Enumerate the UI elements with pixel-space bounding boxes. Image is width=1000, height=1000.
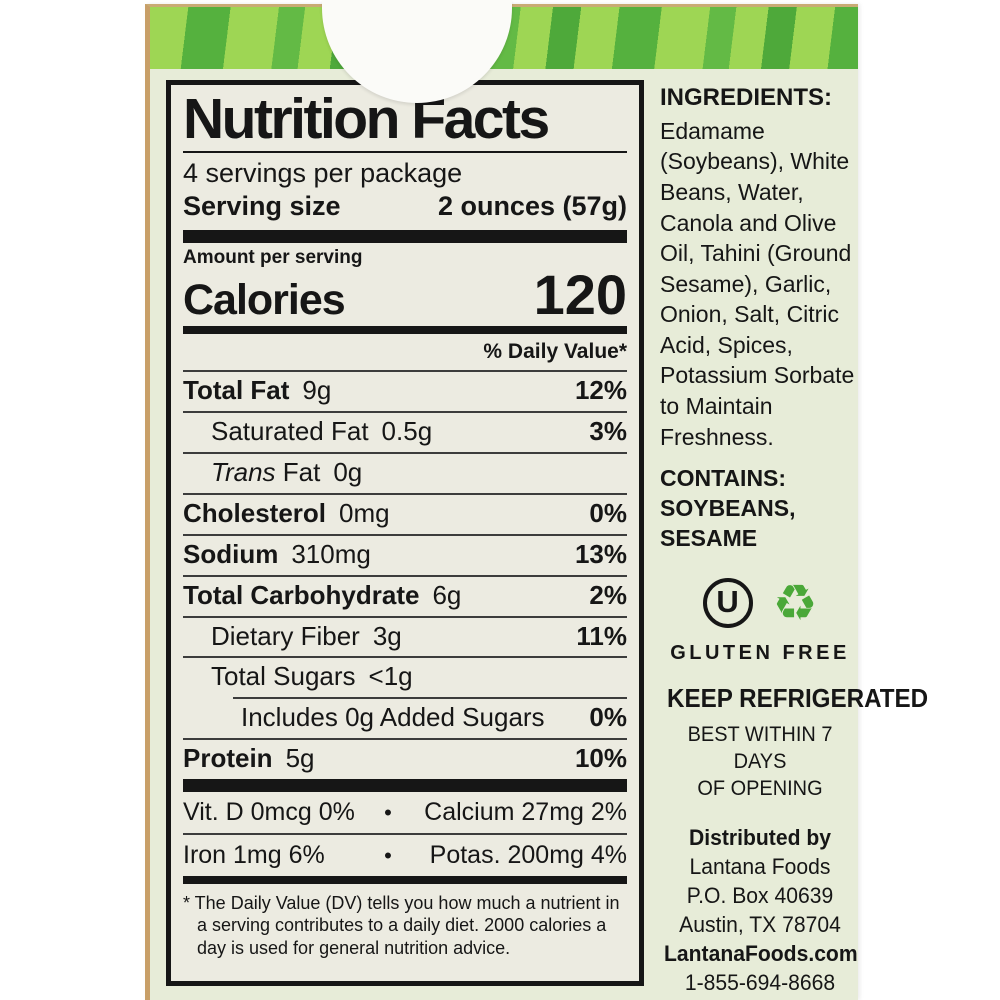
servings-per-package: 4 servings per package (183, 158, 463, 189)
nutrition-facts-panel: Nutrition Facts 4 servings per package S… (166, 80, 644, 986)
bullet-separator: • (384, 842, 392, 868)
serving-size-label: Serving size (183, 191, 341, 222)
nutrient-row-added-sugars: Includes 0g Added Sugars 0% (233, 697, 627, 738)
distributor-name: Lantana Foods (689, 853, 831, 879)
nutrient-row-total-sugars: Total Sugars <1g (183, 656, 627, 697)
calories-value: 120 (533, 263, 627, 327)
gluten-free-label: GLUTEN FREE (670, 641, 850, 664)
nutrient-row-sodium: Sodium 310mg 13% (183, 533, 627, 575)
distributor-city: Austin, TX 78704 (679, 911, 841, 937)
nutrient-row-dietary-fiber: Dietary Fiber 3g 11% (183, 615, 627, 657)
micronutrient-row-2: Iron 1mg 6% • Potas. 200mg 4% (183, 832, 627, 876)
distributor-website: LantanaFoods.com (664, 940, 858, 966)
divider-thick-bar (183, 779, 627, 793)
nutrient-row-protein: Protein 5g 10% (183, 738, 627, 779)
distributor-po-box: P.O. Box 40639 (686, 882, 834, 908)
amount-per-serving-label: Amount per serving (183, 247, 363, 269)
calories-label: Calories (183, 276, 346, 325)
ingredients-title: INGREDIENTS: (660, 84, 833, 111)
nutrient-row-total-carbohydrate: Total Carbohydrate 6g 2% (183, 574, 627, 616)
daily-value-header: % Daily Value* (483, 340, 627, 364)
micronutrient-row-1: Vit. D 0mcg 0% • Calcium 27mg 2% (183, 798, 627, 827)
nutrient-row-trans-fat: Trans Fat 0g (183, 452, 627, 493)
divider-thick-bar (183, 230, 627, 244)
nutrient-row-total-fat: Total Fat 9g 12% (183, 370, 627, 411)
divider-medium-bar (183, 875, 627, 884)
distributor-block: Distributed by Lantana Foods P.O. Box 40… (664, 823, 858, 997)
certification-icons: U ♻ (660, 574, 860, 631)
keep-refrigerated-label: KEEP REFRIGERATED (667, 682, 929, 713)
recycle-icon: ♻ (772, 574, 818, 631)
serving-size-row: Serving size 2 ounces (57g) (183, 189, 627, 230)
distributor-phone: 1-855-694-8668 (684, 969, 836, 995)
nutrient-row-saturated-fat: Saturated Fat 0.5g 3% (183, 411, 627, 452)
distributed-by-label: Distributed by (689, 824, 831, 850)
nutrition-facts-title: Nutrition Facts (183, 89, 627, 154)
bullet-separator: • (384, 800, 392, 826)
divider-medium-bar (183, 326, 627, 335)
serving-size-value: 2 ounces (57g) (437, 191, 627, 222)
best-within-label: BEST WITHIN 7 DAYS OF OPENING (687, 722, 833, 801)
side-info-panel: INGREDIENTS: Edamame (Soybeans), White B… (660, 84, 929, 997)
kosher-ou-icon: U (702, 577, 753, 628)
allergen-statement: CONTAINS: SOYBEANS, SESAME (660, 465, 796, 551)
daily-value-footnote: * The Daily Value (DV) tells you how muc… (183, 892, 620, 958)
nutrient-row-cholesterol: Cholesterol 0mg 0% (183, 492, 627, 534)
ingredients-list: Edamame (Soybeans), White Beans, Water, … (660, 117, 855, 450)
calories-row: Calories 120 (183, 263, 627, 327)
